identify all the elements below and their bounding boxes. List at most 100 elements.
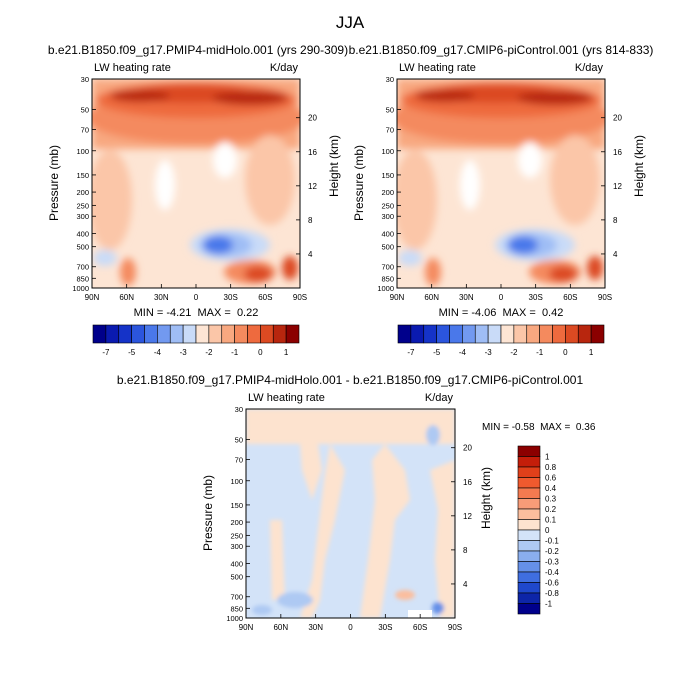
colorbar-swatch: [462, 324, 476, 344]
colorbar-label: -5: [128, 348, 136, 357]
stats-label: MIN = -0.58 MAX = 0.36: [482, 422, 596, 433]
colorbar-label: -0.8: [545, 589, 559, 598]
colorbar-swatch: [208, 324, 223, 344]
pressure-tick-label: 700: [76, 263, 89, 272]
latitude-tick-label: 90N: [85, 293, 100, 302]
colorbar-swatch: [552, 324, 566, 344]
colorbar-swatch: [577, 324, 592, 344]
pressure-tick-label: 150: [381, 171, 394, 180]
colorbar-swatch: [513, 324, 528, 344]
colorbar-label: -4: [154, 348, 162, 357]
y-axis-label-right: Height (km): [479, 467, 493, 529]
latitude-tick-label: 0: [348, 623, 353, 632]
height-tick-label: 16: [613, 148, 622, 157]
colorbar-label: -2: [510, 348, 518, 357]
pressure-tick-label: 300: [381, 212, 394, 221]
height-tick-label: 4: [613, 250, 618, 259]
pressure-tick-label: 300: [230, 542, 243, 551]
pressure-tick-label: 700: [381, 263, 394, 272]
colorbar-label: 0.1: [545, 516, 557, 525]
pressure-tick-label: 200: [381, 188, 394, 197]
colorbar-label: -1: [536, 348, 544, 357]
colorbar-swatch: [517, 519, 541, 531]
pressure-tick-label: 700: [230, 593, 243, 602]
panel-difference: b.e21.B1850.f09_g17.PMIP4-midHolo.001 - …: [117, 373, 596, 632]
height-tick-label: 4: [308, 250, 313, 259]
pressure-tick-label: 70: [386, 126, 394, 135]
latitude-tick-label: 0: [194, 293, 199, 302]
colorbar-swatch: [234, 324, 248, 344]
colorbar-label: 1: [589, 348, 594, 357]
latitude-tick-label: 60N: [119, 293, 134, 302]
heatmap-field: [92, 79, 300, 288]
colorbar-label: 0.4: [545, 484, 557, 493]
colorbar-swatch: [517, 487, 541, 499]
panel-picontrol: b.e21.B1850.f09_g17.CMIP6-piControl.001 …: [349, 43, 654, 357]
colorbar-swatch: [517, 466, 541, 478]
colorbar-label: -3: [180, 348, 188, 357]
latitude-tick-label: 60S: [563, 293, 577, 302]
colorbar-swatch: [517, 498, 541, 510]
colorbar-label: -4: [459, 348, 467, 357]
units-label: K/day: [575, 62, 604, 74]
colorbar-swatch: [436, 324, 450, 344]
colorbar-label: -0.1: [545, 537, 559, 546]
pressure-tick-label: 250: [230, 531, 243, 540]
pressure-tick-label: 500: [230, 573, 243, 582]
height-tick-label: 12: [613, 182, 622, 191]
units-label: K/day: [270, 62, 299, 74]
panel-title: b.e21.B1850.f09_g17.PMIP4-midHolo.001 (y…: [48, 43, 348, 57]
colorbar-swatch: [517, 550, 541, 562]
pressure-tick-label: 1000: [377, 284, 394, 293]
colorbar-label: -0.3: [545, 558, 559, 567]
latitude-tick-label: 90S: [448, 623, 462, 632]
pressure-tick-label: 50: [81, 105, 89, 114]
heatmap-field: [246, 409, 455, 618]
y-axis-label: Pressure (mb): [201, 475, 215, 551]
colorbar-swatch: [517, 508, 541, 520]
height-tick-label: 8: [463, 546, 468, 555]
pressure-tick-label: 500: [76, 243, 89, 252]
y-axis-label: Pressure (mb): [352, 145, 366, 221]
pressure-tick-label: 1000: [226, 614, 243, 623]
colorbar-swatch: [221, 324, 235, 344]
colorbar-label: 0.3: [545, 495, 557, 504]
pressure-tick-label: 1000: [72, 284, 89, 293]
colorbar-swatch: [517, 445, 541, 457]
colorbar-label: 0.8: [545, 463, 557, 472]
height-tick-label: 20: [308, 114, 317, 123]
stats-label: MIN = -4.06 MAX = 0.42: [439, 307, 564, 319]
variable-label: LW heating rate: [94, 62, 171, 74]
colorbar-swatch: [517, 456, 541, 468]
pressure-tick-label: 200: [76, 188, 89, 197]
pressure-tick-label: 150: [76, 171, 89, 180]
pressure-tick-label: 30: [386, 75, 394, 84]
colorbar-swatch: [517, 529, 541, 541]
colorbar-label: 0: [258, 348, 263, 357]
pressure-tick-label: 500: [381, 243, 394, 252]
colorbar-swatch: [517, 571, 541, 583]
pressure-tick-label: 850: [381, 274, 394, 283]
colorbar-swatch: [565, 324, 579, 344]
colorbar-label: 0.2: [545, 505, 557, 514]
pressure-tick-label: 250: [76, 201, 89, 210]
latitude-tick-label: 30S: [224, 293, 238, 302]
colorbar-swatch: [131, 324, 145, 344]
colorbar-label: 0: [563, 348, 568, 357]
colorbar-swatch: [272, 324, 287, 344]
pressure-tick-label: 100: [381, 147, 394, 156]
pressure-tick-label: 50: [386, 105, 394, 114]
colorbar-label: -7: [407, 348, 415, 357]
colorbar-swatch: [144, 324, 158, 344]
pressure-tick-label: 300: [76, 212, 89, 221]
colorbar-swatch: [517, 603, 541, 615]
heatmap-field: [397, 79, 605, 288]
colorbar-swatch: [539, 324, 553, 344]
colorbar-swatch: [247, 324, 261, 344]
pressure-tick-label: 200: [230, 518, 243, 527]
latitude-tick-label: 60N: [424, 293, 439, 302]
colorbar-swatch: [487, 324, 502, 344]
panel-midholo: b.e21.B1850.f09_g17.PMIP4-midHolo.001 (y…: [47, 43, 348, 357]
colorbar-swatch: [423, 324, 437, 344]
